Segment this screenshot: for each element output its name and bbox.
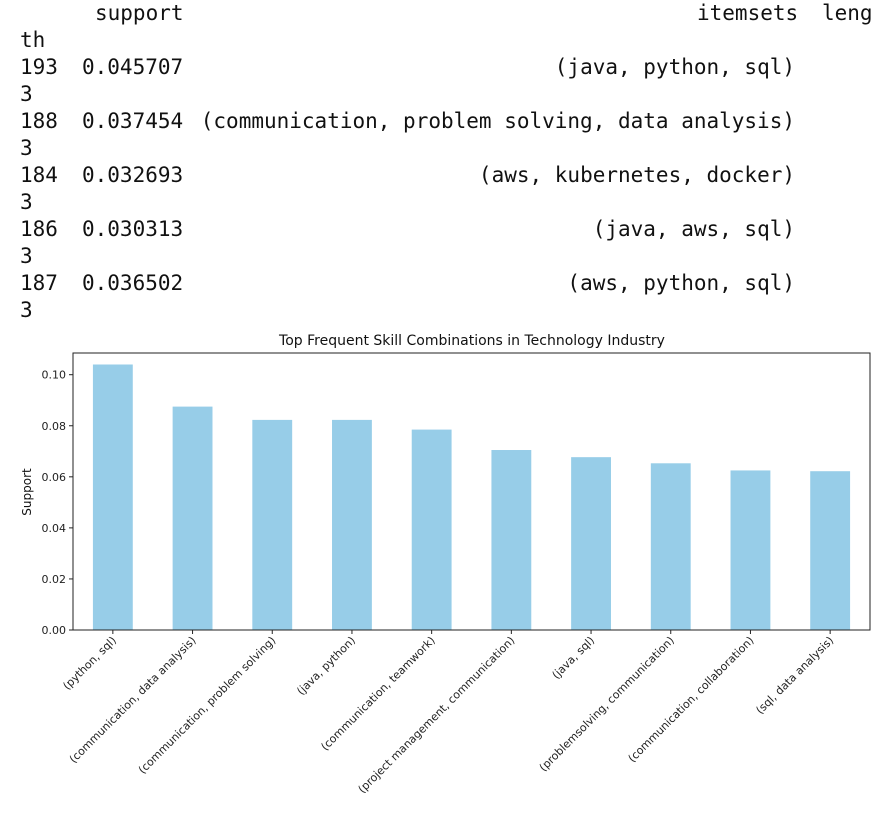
x-tick-label: (communication, problem solving) [136, 634, 279, 777]
row-length: 3 [20, 244, 33, 268]
row-itemsets: (java, aws, sql) [592, 217, 795, 241]
row-index: 186 [20, 217, 58, 241]
y-tick-label: 0.00 [42, 624, 67, 637]
x-tick-label: (project management, communication) [356, 634, 518, 796]
row-itemsets: (aws, python, sql) [567, 271, 795, 295]
bar [172, 406, 213, 630]
bar [730, 470, 771, 630]
x-tick-label: (problemsolving, communication) [537, 634, 677, 774]
row-itemsets: (communication, problem solving, data an… [200, 109, 795, 133]
y-tick-label: 0.02 [42, 573, 67, 586]
y-tick-label: 0.06 [42, 471, 67, 484]
row-support: 0.036502 [82, 271, 184, 295]
bar [491, 450, 532, 630]
row-index: 187 [20, 271, 58, 295]
bar-chart: Top Frequent Skill Combinations in Techn… [20, 333, 871, 796]
row-index: 184 [20, 163, 58, 187]
x-tick-label: (java, python) [294, 634, 358, 698]
x-tick-label: (communication, collaboration) [626, 634, 757, 765]
row-length: 3 [20, 136, 33, 160]
header-length-part2: th [20, 28, 46, 52]
row-length: 3 [20, 298, 33, 322]
plot-area: (python, sql)(communication, data analys… [42, 364, 851, 796]
row-itemsets: (java, python, sql) [554, 55, 795, 79]
y-tick-label: 0.08 [42, 420, 67, 433]
bar [252, 419, 293, 630]
console-output: support itemsets leng th 193 0.045707 (jav… [0, 0, 883, 330]
bar [571, 457, 611, 630]
bar [650, 463, 691, 630]
y-tick-label: 0.10 [42, 369, 67, 382]
header-itemsets: itemsets [697, 1, 799, 25]
bar [92, 364, 133, 630]
header-length-part1: leng [822, 1, 873, 25]
y-tick-label: 0.04 [42, 522, 67, 535]
x-tick-label: (sql, data analysis) [753, 634, 836, 717]
x-tick-label: (java, sql) [550, 634, 598, 682]
row-length: 3 [20, 82, 33, 106]
row-support: 0.045707 [82, 55, 184, 79]
bar [411, 429, 452, 630]
row-support: 0.032693 [82, 163, 184, 187]
bar [810, 471, 851, 630]
row-itemsets: (aws, kubernetes, docker) [478, 163, 795, 187]
header-support: support [95, 1, 184, 25]
bar [332, 419, 372, 630]
plot-frame [72, 352, 871, 631]
row-index: 193 [20, 55, 58, 79]
row-index: 188 [20, 109, 58, 133]
chart-title: Top Frequent Skill Combinations in Techn… [278, 333, 665, 349]
x-tick-label: (communication, data analysis) [67, 634, 199, 766]
row-support: 0.037454 [82, 109, 184, 133]
y-axis-label: Support [20, 468, 34, 516]
row-length: 3 [20, 190, 33, 214]
x-tick-label: (python, sql) [60, 634, 119, 693]
row-support: 0.030313 [82, 217, 184, 241]
